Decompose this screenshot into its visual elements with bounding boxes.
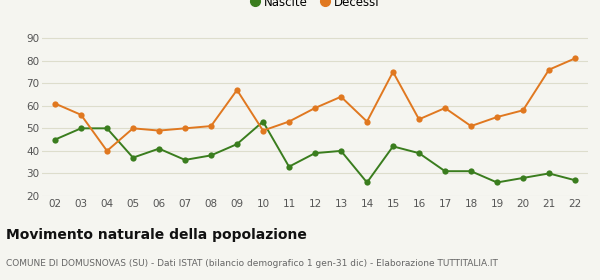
Legend: Nascite, Decessi: Nascite, Decessi: [245, 0, 385, 13]
Text: Movimento naturale della popolazione: Movimento naturale della popolazione: [6, 228, 307, 242]
Text: COMUNE DI DOMUSNOVAS (SU) - Dati ISTAT (bilancio demografico 1 gen-31 dic) - Ela: COMUNE DI DOMUSNOVAS (SU) - Dati ISTAT (…: [6, 259, 498, 268]
